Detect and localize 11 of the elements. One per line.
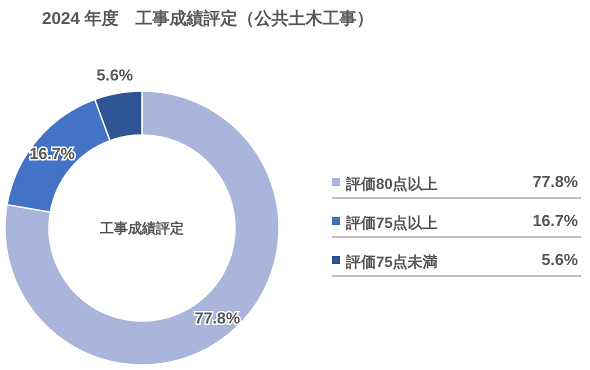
text: 16.7%: [532, 213, 578, 230]
legend-label: 評価75点未満: [345, 254, 438, 271]
text: 5.6%: [542, 252, 578, 269]
data-label: 16.7%: [29, 146, 75, 164]
chart-title: 2024 年度 工事成績評定（公共土木工事）: [42, 9, 374, 28]
legend-label: 評価80点以上: [345, 176, 438, 193]
text: 77.8%: [532, 174, 578, 191]
data-label: 5.6%: [96, 67, 133, 84]
legend-label: 評価75点以上: [345, 215, 438, 232]
data-label: 77.8%: [194, 310, 240, 328]
text: 工事成績評定: [99, 220, 184, 236]
